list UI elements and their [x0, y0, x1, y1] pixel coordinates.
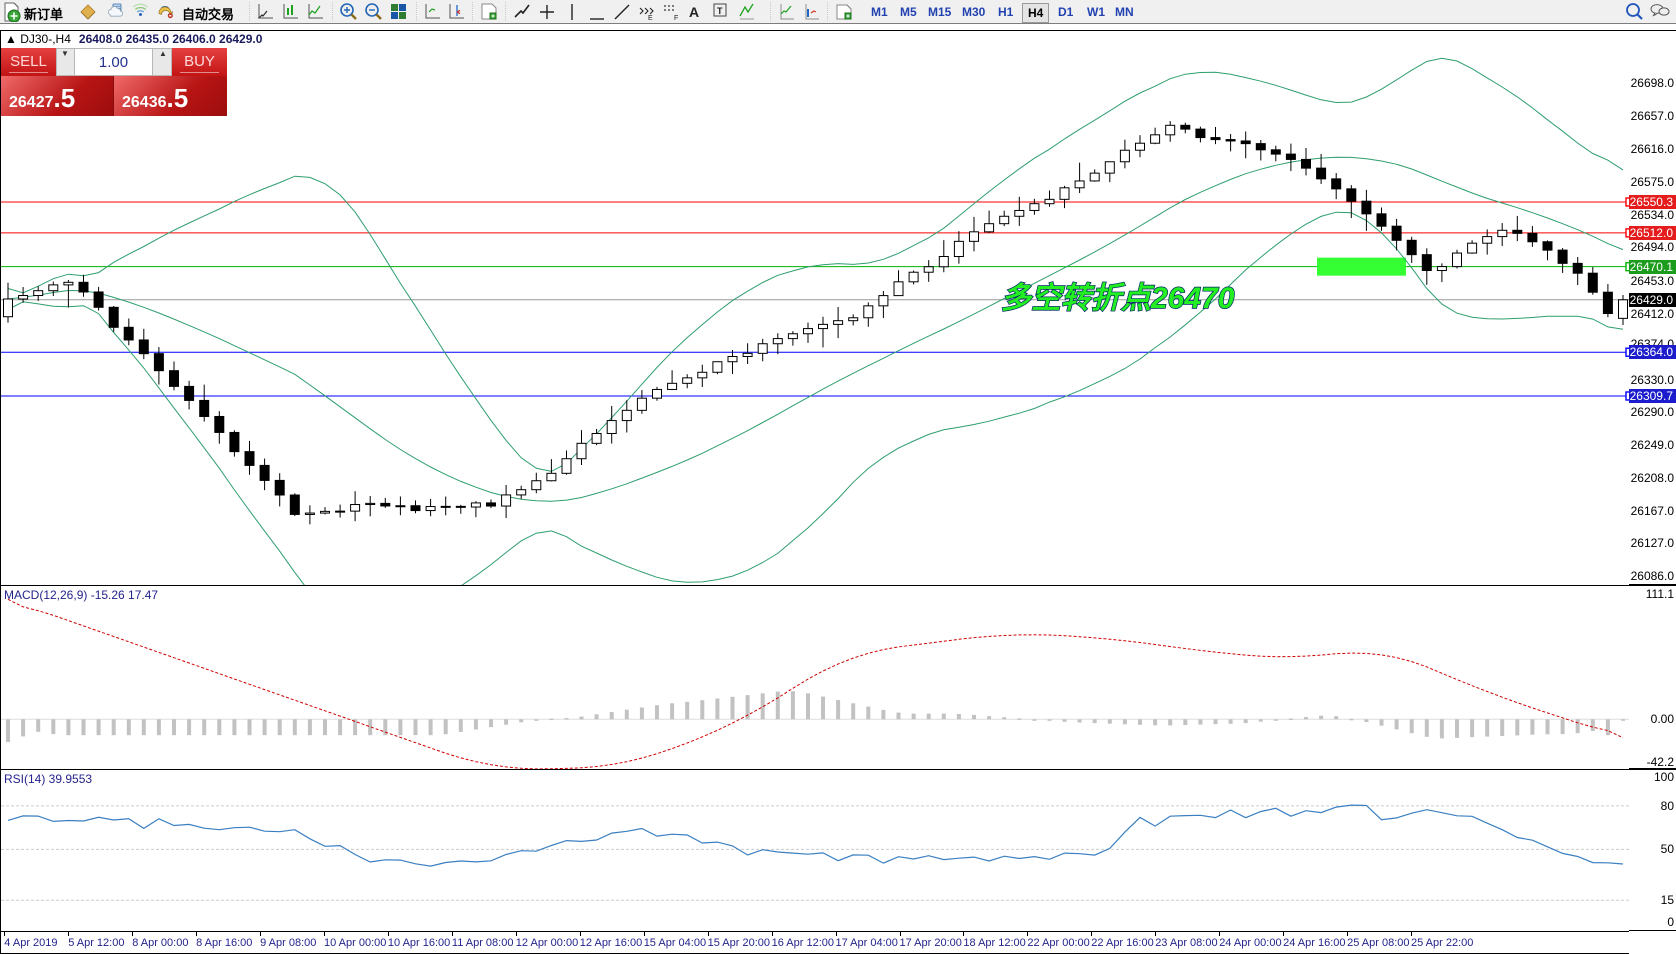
svg-text:T: T	[717, 6, 723, 16]
svg-text:A: A	[689, 4, 699, 20]
svg-text:E: E	[648, 15, 653, 22]
svg-text:多空转折点26470: 多空转折点26470	[1001, 282, 1235, 315]
svg-text:F: F	[674, 15, 678, 22]
